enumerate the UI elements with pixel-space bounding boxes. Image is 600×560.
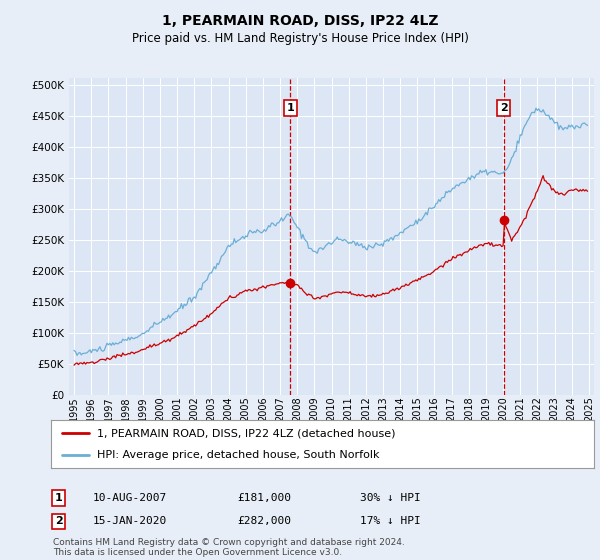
Text: HPI: Average price, detached house, South Norfolk: HPI: Average price, detached house, Sout… [97, 450, 380, 460]
Text: 1, PEARMAIN ROAD, DISS, IP22 4LZ: 1, PEARMAIN ROAD, DISS, IP22 4LZ [162, 14, 438, 28]
Text: 1: 1 [55, 493, 62, 503]
Text: 2: 2 [55, 516, 62, 526]
Text: £181,000: £181,000 [237, 493, 291, 503]
Text: 30% ↓ HPI: 30% ↓ HPI [360, 493, 421, 503]
Text: £282,000: £282,000 [237, 516, 291, 526]
Text: 17% ↓ HPI: 17% ↓ HPI [360, 516, 421, 526]
Text: 1: 1 [286, 103, 294, 113]
Text: 2: 2 [500, 103, 508, 113]
Text: 1, PEARMAIN ROAD, DISS, IP22 4LZ (detached house): 1, PEARMAIN ROAD, DISS, IP22 4LZ (detach… [97, 428, 395, 438]
Text: 15-JAN-2020: 15-JAN-2020 [93, 516, 167, 526]
Text: Contains HM Land Registry data © Crown copyright and database right 2024.
This d: Contains HM Land Registry data © Crown c… [53, 538, 404, 557]
Text: Price paid vs. HM Land Registry's House Price Index (HPI): Price paid vs. HM Land Registry's House … [131, 32, 469, 45]
Text: 10-AUG-2007: 10-AUG-2007 [93, 493, 167, 503]
